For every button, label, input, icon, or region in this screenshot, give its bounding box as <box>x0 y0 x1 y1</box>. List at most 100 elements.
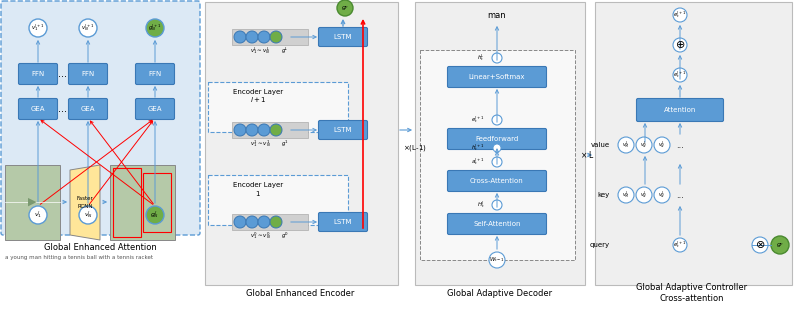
Text: value: value <box>591 142 610 148</box>
Circle shape <box>246 216 258 228</box>
Text: FFN: FFN <box>81 71 95 77</box>
Bar <box>5 165 60 240</box>
Circle shape <box>258 216 270 228</box>
Circle shape <box>618 187 634 203</box>
Text: $g_N^l$: $g_N^l$ <box>151 210 159 220</box>
Text: $v_M^L$: $v_M^L$ <box>622 190 630 200</box>
Circle shape <box>79 206 97 224</box>
Circle shape <box>29 206 47 224</box>
Text: $v_1^L{\sim}v_N^L$: $v_1^L{\sim}v_N^L$ <box>249 46 270 56</box>
Text: Global Adaptive Controller
Cross-attention: Global Adaptive Controller Cross-attenti… <box>637 283 748 303</box>
Text: $v_N^{l+1}$: $v_N^{l+1}$ <box>81 23 95 33</box>
Text: GEA: GEA <box>31 106 45 112</box>
FancyBboxPatch shape <box>319 212 367 231</box>
Circle shape <box>492 53 502 63</box>
Text: query: query <box>590 242 610 248</box>
Text: Attention: Attention <box>664 107 697 113</box>
Bar <box>113 168 141 237</box>
Circle shape <box>752 237 768 253</box>
Text: $g_N^{l+1}$: $g_N^{l+1}$ <box>148 23 162 33</box>
Circle shape <box>771 236 789 254</box>
Circle shape <box>258 124 270 136</box>
Bar <box>205 2 398 285</box>
Text: Feedforward: Feedforward <box>475 136 519 142</box>
Text: $H_t^l$: $H_t^l$ <box>477 200 485 210</box>
Text: FFN: FFN <box>31 71 45 77</box>
Text: Global Enhanced Attention: Global Enhanced Attention <box>44 243 156 253</box>
Text: $v_1^l$: $v_1^l$ <box>34 210 42 220</box>
FancyBboxPatch shape <box>447 67 547 87</box>
Text: $\times$ L: $\times$ L <box>580 150 595 160</box>
FancyBboxPatch shape <box>69 63 108 85</box>
Text: $v_M^L$: $v_M^L$ <box>622 139 630 150</box>
Circle shape <box>493 144 501 152</box>
Text: $v_1^{l+1}$: $v_1^{l+1}$ <box>31 23 45 33</box>
Text: $g^0$: $g^0$ <box>281 231 289 241</box>
Text: ▶: ▶ <box>28 197 36 207</box>
FancyBboxPatch shape <box>637 99 724 121</box>
Circle shape <box>258 31 270 43</box>
FancyBboxPatch shape <box>319 120 367 139</box>
Bar <box>143 173 171 232</box>
Bar <box>232 122 308 138</box>
Circle shape <box>492 200 502 210</box>
Text: $v_N^L$: $v_N^L$ <box>640 139 648 150</box>
Circle shape <box>673 8 687 22</box>
Text: key: key <box>598 192 610 198</box>
Text: $h_t^{l+1}$: $h_t^{l+1}$ <box>471 143 485 153</box>
Text: LSTM: LSTM <box>334 34 352 40</box>
Text: $\oplus$: $\oplus$ <box>675 40 685 50</box>
Text: $g_F$: $g_F$ <box>341 4 349 12</box>
FancyBboxPatch shape <box>447 128 547 150</box>
Text: $1$: $1$ <box>255 189 261 197</box>
FancyBboxPatch shape <box>447 171 547 191</box>
Bar <box>415 2 585 285</box>
Polygon shape <box>70 165 100 240</box>
Text: $v_1^1{\sim}v_N^1$: $v_1^1{\sim}v_N^1$ <box>249 139 270 149</box>
Text: FFN: FFN <box>148 71 162 77</box>
Circle shape <box>673 38 687 52</box>
FancyBboxPatch shape <box>135 99 175 120</box>
Text: $v_N^L$: $v_N^L$ <box>658 139 665 150</box>
Circle shape <box>234 216 246 228</box>
Text: ...: ... <box>676 140 684 150</box>
Circle shape <box>492 157 502 167</box>
Bar <box>595 2 792 285</box>
Circle shape <box>673 238 687 252</box>
Text: $g^L$: $g^L$ <box>281 46 289 56</box>
Text: $g^1$: $g^1$ <box>281 139 289 149</box>
FancyBboxPatch shape <box>1 1 200 235</box>
Circle shape <box>654 187 670 203</box>
Circle shape <box>146 19 164 37</box>
Text: Cross-Attention: Cross-Attention <box>470 178 524 184</box>
Text: RCNN: RCNN <box>77 204 92 210</box>
Circle shape <box>79 19 97 37</box>
Text: $h_t^L$: $h_t^L$ <box>477 53 485 63</box>
Circle shape <box>337 0 353 16</box>
Circle shape <box>636 187 652 203</box>
Bar <box>208 82 348 132</box>
Bar <box>232 29 308 45</box>
Text: $l+1$: $l+1$ <box>249 95 266 105</box>
Text: $g_F$: $g_F$ <box>775 241 784 249</box>
Text: ...: ... <box>676 191 684 199</box>
Circle shape <box>636 137 652 153</box>
Text: $e_t^{l+1}$: $e_t^{l+1}$ <box>673 70 687 81</box>
Circle shape <box>618 137 634 153</box>
Circle shape <box>234 124 246 136</box>
Circle shape <box>234 31 246 43</box>
Circle shape <box>270 216 282 228</box>
Text: a young man hitting a tennis ball with a tennis racket: a young man hitting a tennis ball with a… <box>5 255 153 260</box>
Text: $\otimes$: $\otimes$ <box>755 240 765 250</box>
Circle shape <box>489 252 505 268</box>
Text: Encoder Layer: Encoder Layer <box>233 182 283 188</box>
Circle shape <box>673 68 687 82</box>
Text: $v_N^L$: $v_N^L$ <box>658 190 665 200</box>
Bar <box>232 214 308 230</box>
Text: ...: ... <box>58 69 68 79</box>
Text: LSTM: LSTM <box>334 219 352 225</box>
Text: $a_t^{l+1}$: $a_t^{l+1}$ <box>472 157 485 167</box>
Circle shape <box>146 206 164 224</box>
FancyBboxPatch shape <box>18 99 57 120</box>
Text: $\times$(L-1): $\times$(L-1) <box>403 143 426 153</box>
